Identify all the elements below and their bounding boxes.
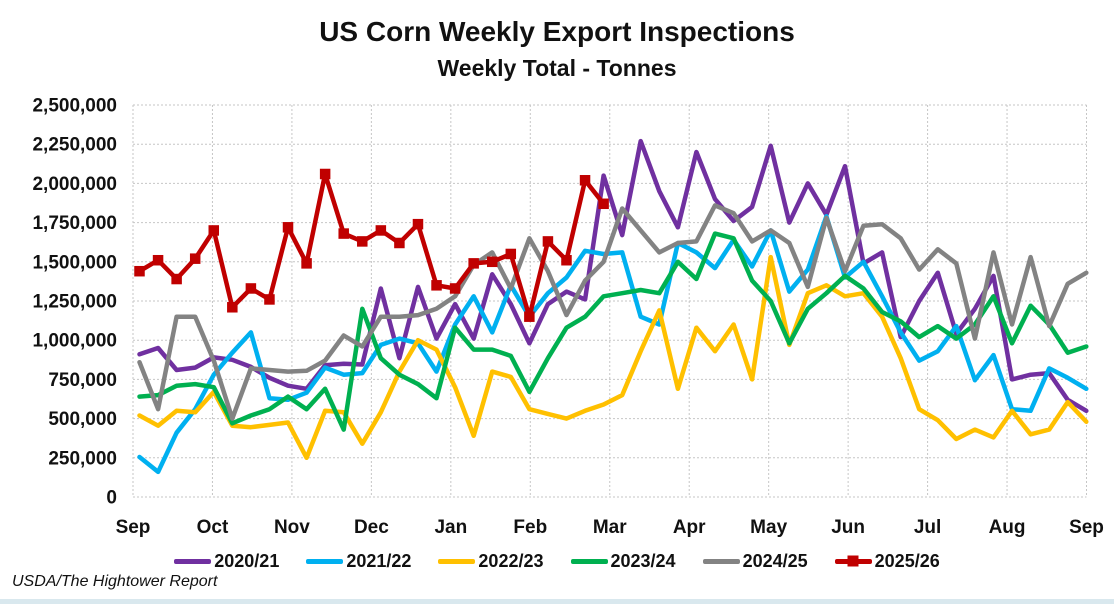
series-marker-2025-26 <box>319 168 331 180</box>
legend-swatch-2024-25 <box>702 558 740 564</box>
series-marker-2025-26 <box>524 311 535 322</box>
series-marker-2025-26 <box>357 236 368 247</box>
series-marker-2025-26 <box>134 265 145 277</box>
series-line-2021-22 <box>137 214 1089 475</box>
series-marker-2025-26 <box>171 273 182 285</box>
series-marker-2025-26 <box>598 198 609 210</box>
y-tick-label: 1,250,000 <box>32 292 117 313</box>
series-marker-2025-26 <box>189 253 201 264</box>
y-tick-label: 2,500,000 <box>32 96 117 117</box>
legend-square-marker <box>847 555 859 567</box>
legend-label-2023-24: 2023/24 <box>610 551 676 571</box>
series-marker-2025-26 <box>579 175 591 186</box>
legend-label-2020-21: 2020/21 <box>214 551 280 571</box>
series-marker-2025-26 <box>394 237 405 249</box>
x-tick-label: Sep <box>1069 517 1104 538</box>
y-tick-label: 250,000 <box>48 448 117 469</box>
series-marker-2025-26 <box>375 225 387 236</box>
legend-swatch-2020-21 <box>174 558 212 564</box>
series-marker-2025-26 <box>449 283 461 294</box>
legend-item-2023-24: 2023/24 <box>570 551 676 571</box>
series-marker-2025-26 <box>561 254 572 266</box>
legend-swatch-2022-23 <box>438 558 476 564</box>
x-tick-label: Mar <box>593 517 627 538</box>
series-marker-2025-26 <box>245 283 257 294</box>
bottom-strip <box>0 599 1114 604</box>
y-tick-label: 750,000 <box>48 370 117 391</box>
legend-label-2022-23: 2022/23 <box>478 551 544 571</box>
chart-legend: 2020/21 2021/22 2022/23 2023/24 2024/25 2025/… <box>0 552 1114 570</box>
x-tick-label: May <box>750 517 787 538</box>
x-tick-label: Sep <box>116 517 151 538</box>
series-marker-2025-26 <box>468 258 479 269</box>
legend-item-2021-22: 2021/22 <box>306 552 411 570</box>
legend-label-2024-25: 2024/25 <box>742 551 808 571</box>
x-tick-label: Jul <box>914 517 941 538</box>
x-tick-label: Nov <box>274 517 310 538</box>
legend-swatch-2021-22 <box>306 558 344 564</box>
y-tick-label: 2,000,000 <box>32 174 117 195</box>
series-marker-2025-26 <box>412 218 424 230</box>
series-marker-2025-26 <box>152 254 164 266</box>
y-tick-label: 2,250,000 <box>32 135 117 156</box>
series-marker-2025-26 <box>227 302 238 313</box>
x-tick-label: Jan <box>434 517 467 538</box>
series-marker-2025-26 <box>486 256 498 268</box>
x-tick-label: Apr <box>673 517 706 538</box>
x-tick-label: Aug <box>989 517 1026 538</box>
y-tick-label: 1,000,000 <box>32 331 117 352</box>
legend-label-2025-26: 2025/26 <box>874 551 940 571</box>
y-tick-label: 0 <box>106 488 117 509</box>
series-line-2022-23 <box>137 254 1089 461</box>
series-marker-2025-26 <box>282 222 294 233</box>
x-tick-label: Dec <box>354 517 389 538</box>
series-marker-2025-26 <box>301 258 312 269</box>
x-tick-label: Jun <box>831 517 865 538</box>
series-line-2023-24 <box>137 231 1089 432</box>
source-credit: USDA/The Hightower Report <box>12 573 218 590</box>
y-tick-label: 1,500,000 <box>32 252 117 273</box>
series-marker-2025-26 <box>208 225 220 236</box>
series-line-2020-21 <box>137 138 1089 414</box>
x-tick-label: Feb <box>513 517 547 538</box>
chart-title: US Corn Weekly Export Inspections <box>319 16 795 47</box>
series-marker-2025-26 <box>431 280 442 291</box>
legend-item-2024-25: 2024/25 <box>702 551 808 571</box>
series-marker-2025-26 <box>338 228 349 239</box>
legend-swatch-2025-26 <box>834 555 872 567</box>
legend-item-2025-26: 2025/26 <box>834 551 940 571</box>
legend-item-2020-21: 2020/21 <box>174 552 279 570</box>
series-marker-2025-26 <box>264 294 275 305</box>
y-tick-label: 1,750,000 <box>32 213 117 234</box>
series-line-2025-26 <box>137 171 606 319</box>
series-line-2024-25 <box>137 203 1089 421</box>
legend-item-2022-23: 2022/23 <box>438 551 544 571</box>
legend-swatch-2023-24 <box>570 558 608 564</box>
legend-label-2021-22: 2021/22 <box>346 551 412 571</box>
x-tick-label: Oct <box>197 517 229 538</box>
y-tick-label: 500,000 <box>48 409 117 430</box>
chart-subtitle: Weekly Total - Tonnes <box>437 55 677 81</box>
series-marker-2025-26 <box>505 248 517 260</box>
series-marker-2025-26 <box>542 236 554 247</box>
